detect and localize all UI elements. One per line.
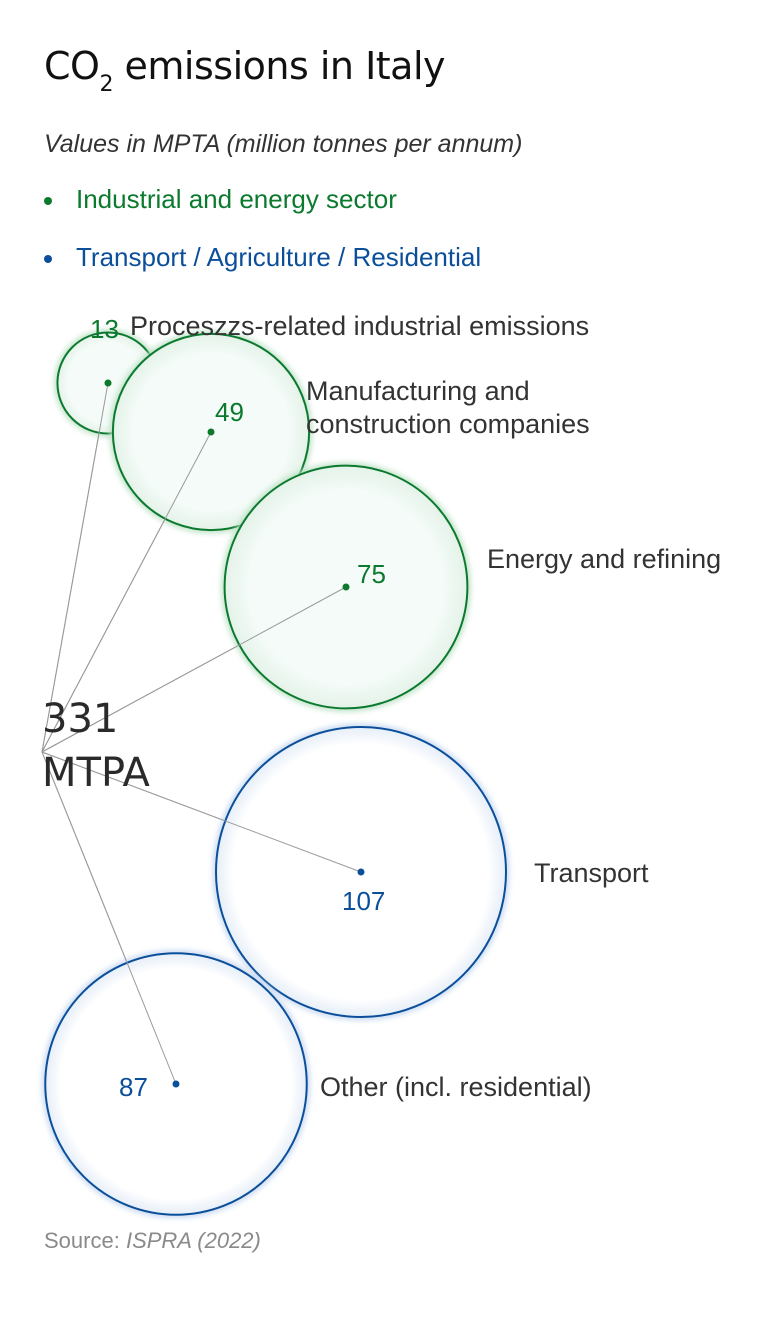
legend-dot-icon xyxy=(44,197,52,206)
source-note: Source: ISPRA (2022) xyxy=(44,1228,261,1254)
data-value-label: 87 xyxy=(119,1072,148,1102)
bubble-center-dot xyxy=(172,1080,180,1088)
legend-label: Transport / Agriculture / Residential xyxy=(76,242,482,272)
category-label: Proceszzs-related industrial emissions xyxy=(130,311,589,341)
title-rest: emissions in Italy xyxy=(112,44,446,88)
category-label: Energy and refining xyxy=(487,544,721,574)
data-value-label: 13 xyxy=(90,314,119,344)
data-value-label: 49 xyxy=(215,397,244,427)
title-main: CO xyxy=(44,44,100,88)
total-value: 331 xyxy=(42,696,118,742)
leader-line-overlay xyxy=(41,751,362,873)
leader-line-overlay xyxy=(41,382,109,753)
leader-line-overlay xyxy=(41,751,177,1085)
category-label: Manufacturing and construction companies xyxy=(306,376,590,439)
data-value-label: 107 xyxy=(342,886,385,916)
bubble-center-dot xyxy=(207,428,215,436)
total-unit: MTPA xyxy=(42,750,151,796)
title-subscript: 2 xyxy=(99,72,113,97)
legend-item-industrial: Industrial and energy sector xyxy=(44,184,397,215)
legend-item-transport: Transport / Agriculture / Residential xyxy=(44,242,481,273)
data-value-label: 75 xyxy=(357,559,386,589)
source-value: ISPRA (2022) xyxy=(125,1228,261,1253)
leader-line-overlay xyxy=(41,431,212,753)
legend-label: Industrial and energy sector xyxy=(76,184,397,214)
bubble-center-dot xyxy=(104,379,112,387)
source-label: Source: xyxy=(44,1228,120,1253)
legend-dot-icon xyxy=(44,255,52,264)
category-label: Transport xyxy=(534,858,649,888)
bubble-center-dot xyxy=(357,868,365,876)
category-label: Other (incl. residential) xyxy=(320,1072,592,1102)
bubble-center-dot xyxy=(342,583,350,591)
chart-subtitle: Values in MPTA (million tonnes per annum… xyxy=(44,130,523,158)
chart-title: CO2 emissions in Italy xyxy=(44,44,446,97)
leader-line-overlay xyxy=(41,586,347,753)
